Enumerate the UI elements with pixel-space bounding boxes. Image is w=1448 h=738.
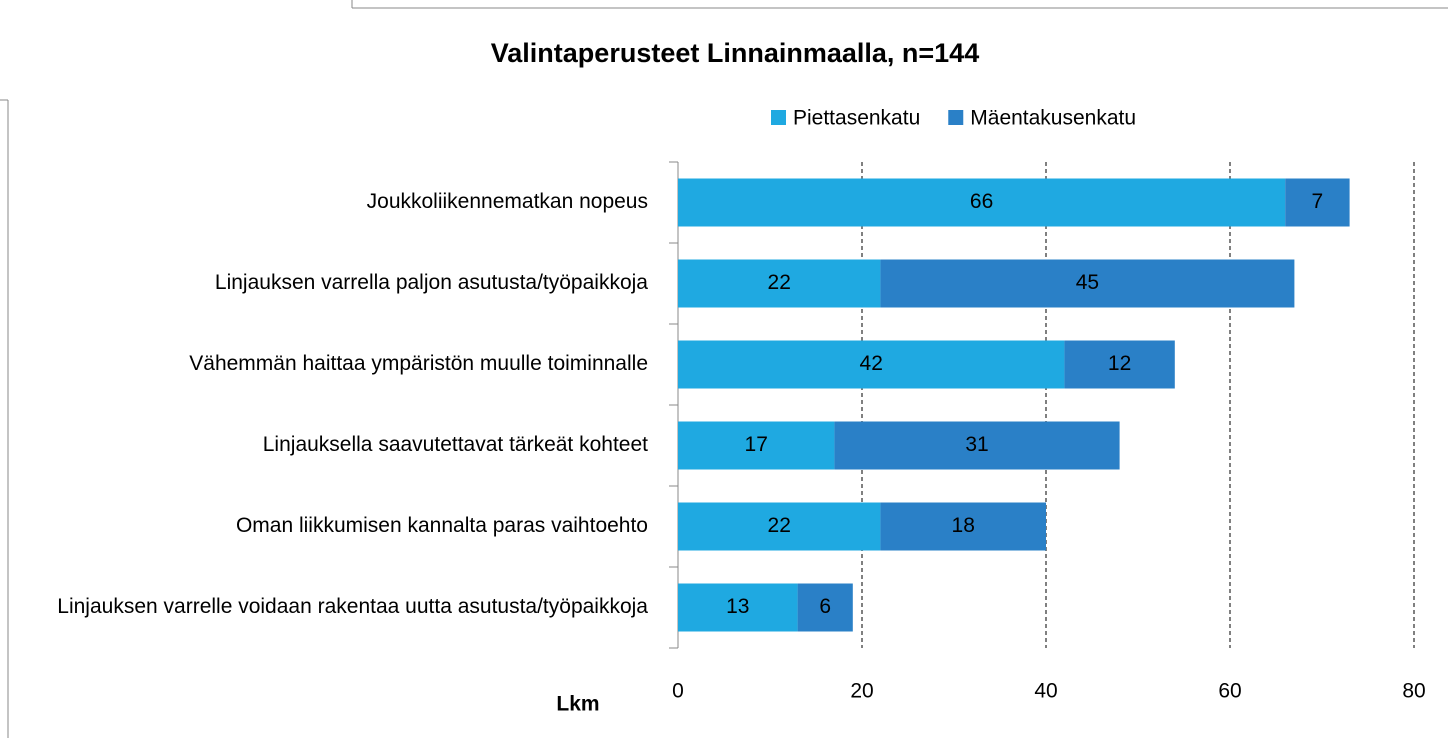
data-label: 12 bbox=[1108, 352, 1131, 375]
data-label: 13 bbox=[726, 595, 749, 618]
bar-segment bbox=[880, 259, 1295, 308]
data-label: 42 bbox=[860, 352, 883, 375]
y-tick-label: Oman liikkumisen kannalta paras vaihtoeh… bbox=[236, 514, 648, 537]
data-label: 31 bbox=[965, 433, 988, 456]
y-tick-label: Linjauksen varrella paljon asutusta/työp… bbox=[215, 271, 648, 294]
y-tick-label: Linjauksella saavutettavat tärkeät kohte… bbox=[263, 433, 648, 456]
data-label: 17 bbox=[745, 433, 768, 456]
chart-title: Valintaperusteet Linnainmaalla, n=144 bbox=[491, 38, 979, 68]
bar-segment bbox=[678, 340, 1065, 389]
x-axis-label: Lkm bbox=[556, 693, 599, 716]
data-label: 22 bbox=[768, 514, 791, 537]
bar-segment bbox=[1064, 340, 1175, 389]
x-tick-label: 60 bbox=[1218, 680, 1241, 703]
x-tick-label: 20 bbox=[850, 680, 873, 703]
legend-label: Piettasenkatu bbox=[793, 107, 920, 130]
data-label: 66 bbox=[970, 190, 993, 213]
bar-segment bbox=[678, 502, 881, 551]
data-label: 7 bbox=[1312, 190, 1324, 213]
bar-segment bbox=[678, 178, 1286, 227]
data-label: 18 bbox=[952, 514, 975, 537]
bar-segment bbox=[797, 583, 853, 632]
x-tick-label: 0 bbox=[672, 680, 684, 703]
bar-segment bbox=[678, 583, 798, 632]
data-label: 45 bbox=[1076, 271, 1099, 294]
legend-swatch bbox=[771, 110, 786, 125]
x-tick-label: 40 bbox=[1034, 680, 1057, 703]
data-label: 22 bbox=[768, 271, 791, 294]
y-tick-label: Joukkoliikennematkan nopeus bbox=[367, 190, 648, 213]
data-label: 6 bbox=[819, 595, 831, 618]
y-tick-label: Linjauksen varrelle voidaan rakentaa uut… bbox=[57, 595, 648, 618]
legend-label: Mäentakusenkatu bbox=[970, 107, 1136, 130]
y-tick-label: Vähemmän haittaa ympäristön muulle toimi… bbox=[189, 352, 648, 375]
bar-segment bbox=[834, 421, 1120, 470]
bar-segment bbox=[678, 421, 835, 470]
bar-segment bbox=[1285, 178, 1350, 227]
bar-segment bbox=[880, 502, 1046, 551]
x-tick-label: 80 bbox=[1402, 680, 1425, 703]
bar-segment bbox=[678, 259, 881, 308]
legend-swatch bbox=[948, 110, 964, 125]
